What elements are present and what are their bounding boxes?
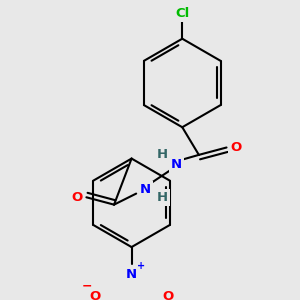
Text: −: − <box>82 279 93 292</box>
Text: O: O <box>163 290 174 300</box>
Text: N: N <box>140 183 151 196</box>
Text: N: N <box>126 268 137 281</box>
Text: H: H <box>156 191 167 204</box>
Text: H: H <box>156 148 167 161</box>
Text: N: N <box>171 158 182 171</box>
Text: O: O <box>71 191 83 204</box>
Text: +: + <box>137 261 145 272</box>
Text: Cl: Cl <box>175 7 189 20</box>
Text: O: O <box>89 290 100 300</box>
Text: O: O <box>230 141 242 154</box>
